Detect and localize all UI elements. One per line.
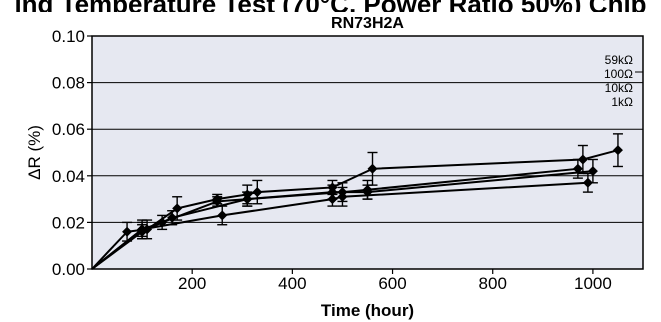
data-point bbox=[327, 194, 338, 205]
x-tick-label: 800 bbox=[479, 274, 507, 293]
data-point bbox=[212, 196, 223, 207]
plot-area bbox=[91, 35, 644, 270]
y-tick-label: 0.08 bbox=[52, 74, 85, 93]
data-point bbox=[122, 226, 133, 237]
x-tick-label: 600 bbox=[378, 274, 406, 293]
data-point bbox=[577, 154, 588, 165]
x-tick-label: 1000 bbox=[574, 274, 612, 293]
y-axis-label: ΔR (%) bbox=[25, 125, 44, 180]
data-point bbox=[167, 212, 178, 223]
y-tick-label: 0.10 bbox=[52, 27, 85, 46]
x-tick-label: 400 bbox=[278, 274, 306, 293]
y-tick-label: 0.06 bbox=[52, 120, 85, 139]
x-axis: 200 400 600 800 1000 bbox=[178, 269, 612, 293]
y-tick-label: 0.04 bbox=[52, 167, 85, 186]
data-point bbox=[612, 145, 623, 156]
series-group bbox=[91, 172, 593, 270]
legend-label: 10kΩ bbox=[605, 81, 633, 95]
data-point bbox=[137, 224, 148, 235]
x-tick-label: 200 bbox=[178, 274, 206, 293]
data-point bbox=[252, 187, 263, 198]
chart-title: RN73H2A bbox=[331, 15, 404, 32]
y-axis: 0.00 0.02 0.04 0.06 0.08 0.10 bbox=[52, 27, 92, 279]
legend-label: 59kΩ bbox=[605, 53, 633, 67]
chart-top-heading: ing Temperature Test (70°C, Power Ratio … bbox=[0, 0, 661, 12]
data-point bbox=[572, 163, 583, 174]
legend-label: 100Ω bbox=[604, 67, 633, 81]
legend-label: 1kΩ bbox=[611, 95, 633, 109]
data-point bbox=[582, 177, 593, 188]
data-point bbox=[217, 210, 228, 221]
y-tick-label: 0.00 bbox=[52, 260, 85, 279]
data-point bbox=[362, 184, 373, 195]
data-point bbox=[337, 191, 348, 202]
x-axis-label: Time (hour) bbox=[321, 301, 414, 320]
data-point bbox=[367, 163, 378, 174]
data-point bbox=[242, 194, 253, 205]
y-tick-label: 0.02 bbox=[52, 213, 85, 232]
